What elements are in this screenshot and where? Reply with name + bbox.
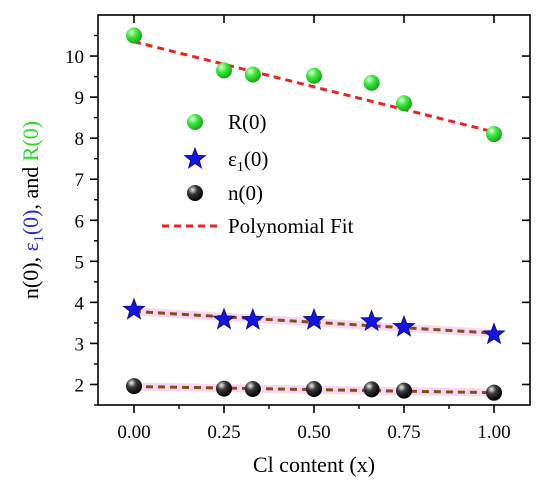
data-point [360,309,384,332]
legend-label: n(0) [228,181,263,205]
legend-label-part: ε [228,147,237,171]
x-tick-label: 1.00 [477,422,510,443]
y-axis-label-part: , and [18,161,43,209]
data-markers [122,27,506,401]
data-point [302,307,326,330]
data-point [363,74,380,91]
y-axis-ticks: 2 3 4 5 6 7 8 9 10 [65,34,530,406]
x-tick-label: 0.25 [207,422,240,443]
legend-label-part: 1 [237,160,244,175]
data-point [122,297,146,320]
data-point [244,380,261,397]
x-tick-label: 0.00 [117,422,150,443]
data-point [126,378,142,395]
legend-marker [183,146,207,169]
data-point [216,380,232,397]
data-point [216,62,232,79]
y-tick-label: 4 [75,293,85,314]
y-tick-label: 7 [75,170,85,191]
data-point [241,307,265,330]
data-point [482,322,506,345]
legend-label: R(0) [228,110,267,134]
y-tick-label: 3 [75,334,85,355]
data-point [486,126,502,143]
legend: R(0) ε1(0) n(0) Polynomial Fit [162,110,354,238]
y-axis-label-part: ε [18,242,43,251]
x-tick-label: 0.50 [297,422,330,443]
y-tick-label: 6 [75,211,85,232]
legend-label-part: (0) [244,147,269,171]
y-axis-label-part: 1 [32,235,47,242]
x-axis-label: Cl content (x) [253,452,375,477]
data-point [126,27,142,44]
data-point [363,381,380,398]
data-point [396,95,412,112]
y-tick-label: 9 [75,88,85,109]
y-tick-label: 8 [75,129,85,150]
x-tick-label: 0.75 [387,422,420,443]
legend-marker [187,185,203,201]
data-point [396,382,412,399]
y-axis-label-part: n(0), [18,251,43,299]
data-point [244,66,261,83]
y-axis-label-part: R(0) [18,121,43,161]
data-point [306,67,322,84]
y-tick-label: 2 [75,375,85,396]
y-axis-label-part: (0) [18,210,43,236]
legend-label: ε1(0) [228,147,268,175]
data-point [306,380,322,397]
y-axis-label: n(0), ε1(0), and R(0) [18,121,47,299]
x-axis-ticks: 0.00 0.25 0.50 0.75 1.00 [117,15,511,443]
y-tick-label: 10 [65,47,84,68]
data-point [212,307,236,330]
data-point [392,314,416,337]
polynomial-fit-line [133,40,495,134]
data-point [486,384,502,401]
legend-marker [187,114,203,130]
legend-label: Polynomial Fit [228,214,354,238]
y-tick-label: 5 [75,252,85,273]
